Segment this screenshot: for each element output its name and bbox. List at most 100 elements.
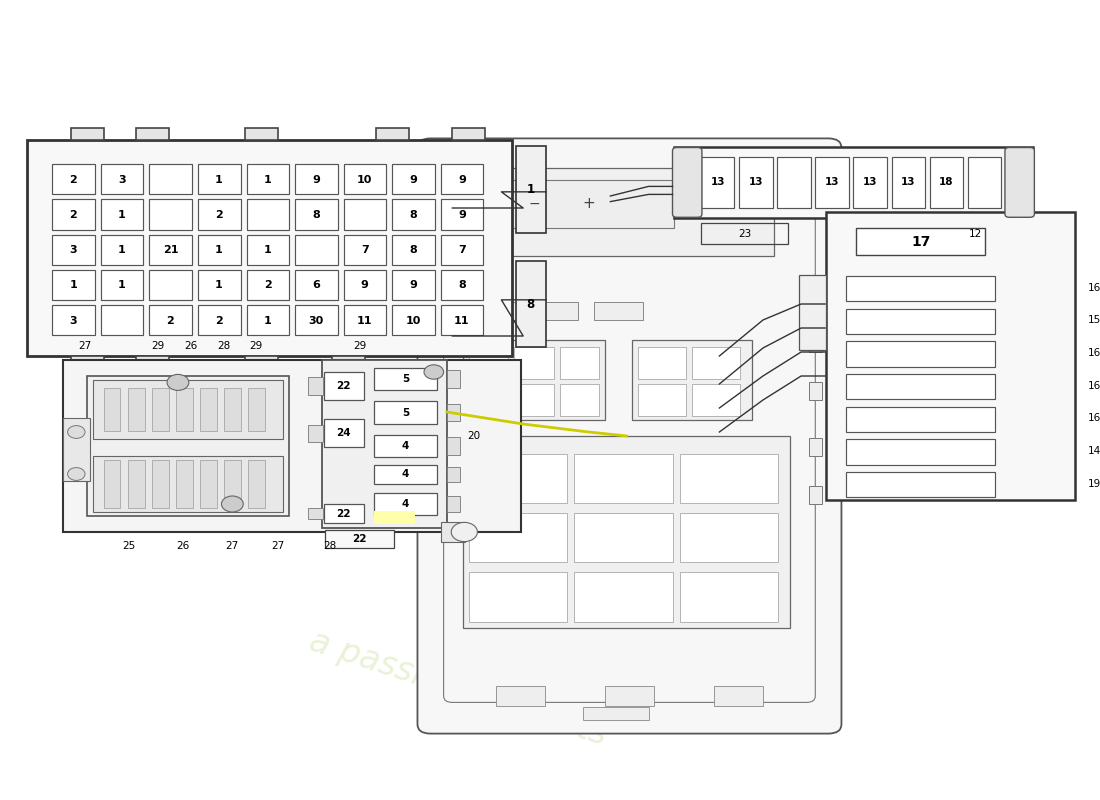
Text: 5: 5: [402, 374, 409, 384]
Text: 1: 1: [118, 210, 125, 220]
Bar: [295, 199, 338, 230]
Bar: [374, 434, 437, 458]
Text: 8: 8: [312, 210, 320, 220]
Bar: [198, 234, 241, 265]
Bar: [136, 128, 169, 140]
Text: 3: 3: [69, 245, 77, 255]
Text: 9: 9: [361, 280, 368, 290]
Circle shape: [67, 467, 85, 480]
Text: 1: 1: [527, 183, 535, 196]
Text: 22: 22: [337, 509, 351, 518]
Bar: [574, 572, 672, 622]
Text: 3: 3: [69, 315, 77, 326]
Text: 2: 2: [69, 174, 77, 185]
Bar: [854, 157, 887, 208]
Text: 1: 1: [264, 174, 272, 185]
Bar: [246, 164, 289, 194]
Bar: [714, 686, 763, 706]
Text: 1985: 1985: [773, 421, 927, 475]
Bar: [799, 275, 826, 350]
Text: 12: 12: [969, 229, 982, 238]
Text: 26: 26: [176, 542, 189, 551]
Bar: [150, 234, 192, 265]
Text: 5: 5: [402, 407, 409, 418]
Text: 16: 16: [1088, 282, 1100, 293]
Bar: [846, 439, 994, 465]
Bar: [632, 340, 752, 420]
Bar: [103, 388, 120, 431]
Bar: [680, 513, 778, 562]
Bar: [200, 460, 217, 508]
Text: 10: 10: [406, 315, 421, 326]
Text: 29: 29: [152, 341, 165, 350]
Text: 28: 28: [217, 341, 230, 350]
Bar: [87, 376, 289, 516]
Bar: [808, 382, 822, 400]
Bar: [28, 140, 513, 356]
Text: −: −: [528, 197, 540, 211]
Text: eliparts: eliparts: [75, 427, 405, 501]
FancyBboxPatch shape: [672, 147, 702, 218]
Bar: [200, 388, 217, 431]
Text: 1: 1: [264, 315, 272, 326]
Text: 27: 27: [272, 542, 285, 551]
Text: 1: 1: [216, 245, 223, 255]
Text: 1: 1: [118, 245, 125, 255]
Bar: [935, 223, 1016, 244]
Text: 23: 23: [738, 229, 751, 238]
Bar: [777, 157, 811, 208]
Bar: [53, 164, 95, 194]
Bar: [516, 261, 546, 347]
Bar: [469, 572, 566, 622]
Text: 4: 4: [402, 470, 409, 479]
Bar: [447, 467, 460, 482]
Text: 13: 13: [901, 178, 915, 187]
Text: 29: 29: [250, 341, 263, 350]
Text: 8: 8: [458, 280, 465, 290]
Bar: [224, 388, 241, 431]
Text: 9: 9: [458, 174, 465, 185]
Text: 13: 13: [711, 178, 725, 187]
Bar: [150, 164, 192, 194]
Bar: [447, 404, 460, 422]
Bar: [560, 347, 600, 379]
Bar: [374, 401, 437, 424]
Text: 16: 16: [1088, 348, 1100, 358]
Bar: [441, 164, 483, 194]
Bar: [393, 199, 434, 230]
Bar: [246, 270, 289, 300]
Bar: [103, 460, 120, 508]
Bar: [516, 146, 546, 233]
Text: 2: 2: [264, 280, 272, 290]
Bar: [968, 157, 1001, 208]
Text: 3: 3: [118, 174, 125, 185]
FancyBboxPatch shape: [1005, 147, 1034, 218]
Bar: [70, 356, 103, 368]
Bar: [892, 157, 925, 208]
Bar: [295, 234, 338, 265]
Bar: [469, 384, 508, 416]
Bar: [638, 347, 685, 379]
Bar: [198, 164, 241, 194]
Text: 22: 22: [352, 534, 366, 544]
Bar: [295, 164, 338, 194]
Text: 14: 14: [1088, 446, 1100, 456]
Text: 8: 8: [409, 245, 417, 255]
Bar: [692, 347, 740, 379]
Bar: [53, 305, 95, 335]
Bar: [101, 164, 143, 194]
Circle shape: [67, 426, 85, 438]
FancyBboxPatch shape: [418, 138, 842, 734]
Bar: [393, 164, 434, 194]
Bar: [70, 128, 103, 140]
Text: 2: 2: [216, 210, 223, 220]
Bar: [92, 456, 284, 512]
Bar: [246, 199, 289, 230]
Bar: [441, 270, 483, 300]
Text: 9: 9: [312, 174, 320, 185]
Text: 9: 9: [458, 210, 465, 220]
Circle shape: [424, 365, 443, 379]
Bar: [507, 180, 674, 228]
Bar: [323, 372, 364, 400]
Text: 13: 13: [825, 178, 839, 187]
